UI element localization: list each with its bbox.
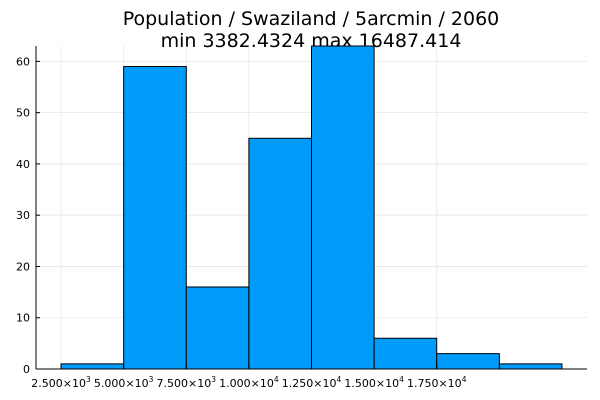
x-tick-label: 1.750×104 bbox=[407, 375, 467, 390]
histogram-bar bbox=[311, 45, 375, 370]
histogram-bar bbox=[185, 286, 250, 370]
x-tick-label: 1.250×104 bbox=[282, 375, 342, 390]
histogram-bar bbox=[248, 137, 313, 370]
x-tick-label: 7.500×103 bbox=[157, 375, 217, 390]
y-axis-ticks: 0 10 20 30 40 50 60 bbox=[16, 55, 40, 376]
y-tick-label: 10 bbox=[16, 312, 30, 325]
y-tick-label: 30 bbox=[16, 209, 30, 222]
x-tick-label: 2.500×103 bbox=[31, 375, 91, 390]
x-tick-label: 5.000×103 bbox=[94, 375, 154, 390]
bars bbox=[60, 45, 563, 370]
y-tick-label: 20 bbox=[16, 260, 30, 273]
y-tick-label: 50 bbox=[16, 107, 30, 120]
x-tick-label: 1.000×104 bbox=[219, 375, 279, 390]
chart-title: Population / Swaziland / 5arcmin / 2060 bbox=[123, 8, 500, 30]
x-tick-label: 1.500×104 bbox=[344, 375, 404, 390]
chart-subtitle: min 3382.4324 max 16487.414 bbox=[161, 30, 462, 52]
histogram-bar bbox=[373, 337, 438, 370]
histogram-bar bbox=[498, 363, 563, 370]
y-tick-label: 0 bbox=[23, 363, 30, 376]
histogram-bar bbox=[60, 363, 125, 370]
x-axis-ticks: 2.500×103 5.000×103 7.500×103 1.000×104 1.25… bbox=[31, 365, 467, 390]
y-tick-label: 40 bbox=[16, 158, 30, 171]
histogram-bar bbox=[436, 353, 500, 370]
y-tick-label: 60 bbox=[16, 55, 30, 68]
histogram-bar bbox=[123, 66, 187, 370]
